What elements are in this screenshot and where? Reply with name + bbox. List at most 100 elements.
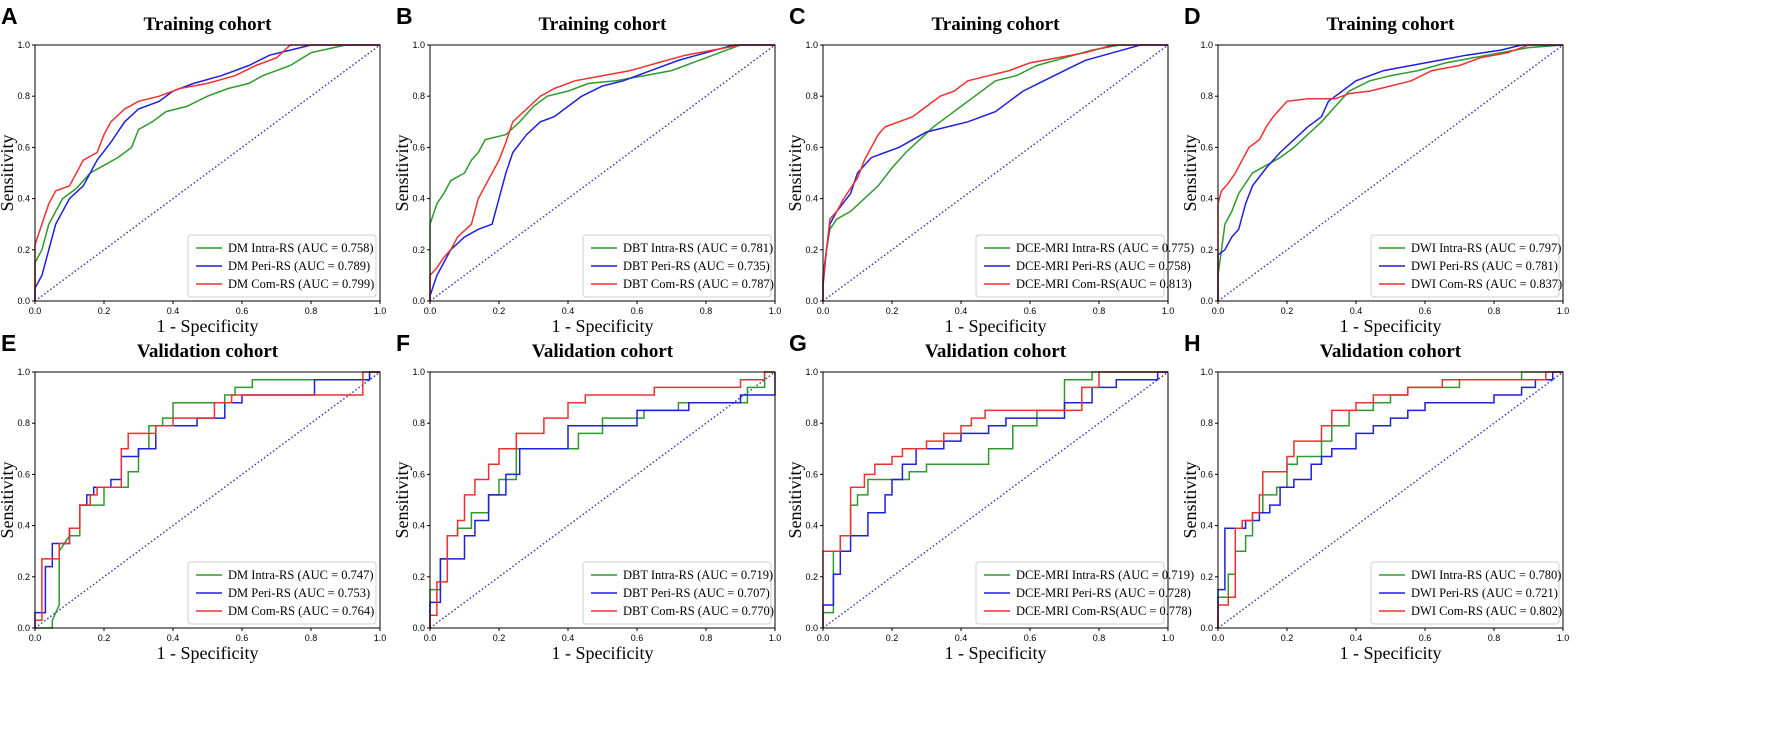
y-tick-label: 0.6 (1200, 469, 1213, 479)
y-axis-label: Sensitivity (392, 134, 412, 211)
panel-letter: E (1, 330, 16, 356)
y-axis-label: Sensitivity (1180, 134, 1200, 211)
x-tick-label: 0.6 (1024, 633, 1037, 643)
legend-entry-label: DM Peri-RS (AUC = 0.753) (228, 586, 370, 600)
y-tick-label: 0.6 (805, 469, 818, 479)
plot-frame (1217, 44, 1564, 302)
x-tick-label: 1.0 (1557, 633, 1570, 643)
legend-entry-label: DCE-MRI Intra-RS (AUC = 0.775) (1016, 241, 1194, 255)
y-tick-label: 0.4 (1200, 194, 1213, 204)
y-axis-label: Sensitivity (392, 461, 412, 538)
legend-box (975, 561, 1165, 625)
y-tick-label: 0.2 (17, 572, 30, 582)
roc-panel-b: B Training cohort 0.00.0 0.2 0.2 0.4 0.4 0.6 0.6… (392, 3, 781, 336)
legend: DM Intra-RS (AUC = 0.747) DM Peri-RS (AUC… (187, 561, 377, 625)
x-tick-label: 0.0 (29, 633, 42, 643)
legend-box (1370, 561, 1560, 625)
plot-frame (34, 371, 381, 629)
x-tick-label: 1.0 (769, 633, 782, 643)
legend-entry-label: DBT Peri-RS (AUC = 0.735) (623, 259, 770, 273)
y-tick-label: 0.0 (412, 296, 425, 306)
panel-title: Training cohort (539, 14, 668, 35)
legend-entry-label: DBT Intra-RS (AUC = 0.719) (623, 568, 773, 582)
x-axis-label: 1 - Specificity (1340, 643, 1442, 663)
x-tick-label: 1.0 (374, 633, 387, 643)
y-tick-label: 1.0 (412, 40, 425, 50)
x-tick-label: 0.8 (1488, 306, 1501, 316)
x-tick-label: 0.4 (562, 306, 575, 316)
y-tick-label: 0.4 (412, 521, 425, 531)
panel-letter: A (1, 3, 18, 29)
roc-curve-green (822, 44, 1168, 301)
y-axis-label: Sensitivity (785, 461, 805, 538)
y-tick-label: 0.6 (412, 469, 425, 479)
panel-letter: G (789, 330, 807, 356)
roc-curve-red (34, 371, 380, 628)
chance-diagonal-line (34, 44, 381, 302)
y-tick-label: 1.0 (805, 367, 818, 377)
chance-diagonal-line (34, 371, 381, 629)
plot-frame (429, 44, 776, 302)
y-tick-label: 0.0 (1200, 296, 1213, 306)
plot-frame (822, 371, 1169, 629)
x-tick-label: 0.6 (631, 633, 644, 643)
legend-entry-label: DCE-MRI Intra-RS (AUC = 0.719) (1016, 568, 1194, 582)
y-tick-label: 0.8 (412, 91, 425, 101)
panel-title: Validation cohort (925, 341, 1067, 362)
legend-entry-label: DWI Intra-RS (AUC = 0.780) (1411, 568, 1561, 582)
panel-letter: H (1184, 330, 1201, 356)
x-tick-label: 0.8 (700, 306, 713, 316)
legend-box (1370, 234, 1560, 298)
y-tick-label: 0.8 (805, 91, 818, 101)
y-tick-label: 0.4 (17, 521, 30, 531)
x-tick-label: 0.8 (305, 633, 318, 643)
x-tick-label: 0.2 (886, 633, 899, 643)
x-tick-label: 0.8 (1488, 633, 1501, 643)
x-tick-label: 0.2 (98, 306, 111, 316)
x-tick-label: 0.2 (98, 633, 111, 643)
y-tick-label: 0.4 (805, 521, 818, 531)
y-tick-label: 0.2 (1200, 572, 1213, 582)
roc-curve-blue (1217, 44, 1563, 301)
panel-letter: D (1184, 3, 1201, 29)
legend: DM Intra-RS (AUC = 0.758) DM Peri-RS (AUC… (187, 234, 377, 298)
roc-panel-f: F Validation cohort 0.00.0 0.2 0.2 0.4 0.4 0.6 0… (392, 330, 781, 663)
roc-curve-red (429, 44, 775, 301)
chance-diagonal-line (822, 371, 1169, 629)
legend-entry-label: DWI Peri-RS (AUC = 0.721) (1411, 586, 1558, 600)
x-tick-label: 0.0 (424, 633, 437, 643)
legend-box (582, 561, 772, 625)
roc-curve-red (1217, 44, 1563, 301)
legend: DWI Intra-RS (AUC = 0.797) DWI Peri-RS (A… (1370, 234, 1562, 298)
y-tick-label: 1.0 (805, 40, 818, 50)
roc-panel-c: C Training cohort 0.00.0 0.2 0.2 0.4 0.4 0.6 0.6… (785, 3, 1194, 336)
x-tick-label: 0.0 (29, 306, 42, 316)
y-tick-label: 0.2 (412, 245, 425, 255)
panel-letter: B (396, 3, 413, 29)
chance-diagonal-line (429, 44, 776, 302)
y-tick-label: 0.0 (1200, 623, 1213, 633)
y-tick-label: 0.2 (412, 572, 425, 582)
legend-entry-label: DM Peri-RS (AUC = 0.789) (228, 259, 370, 273)
roc-curve-red (822, 44, 1168, 301)
x-tick-label: 0.4 (562, 633, 575, 643)
roc-panel-d: D Training cohort 0.00.0 0.2 0.2 0.4 0.4 0.6 0.6… (1180, 3, 1569, 336)
chance-diagonal-line (1217, 371, 1564, 629)
y-tick-label: 0.8 (17, 91, 30, 101)
panel-title: Training cohort (1327, 14, 1456, 35)
x-tick-label: 1.0 (1162, 633, 1175, 643)
roc-panel-h: H Validation cohort 0.00.0 0.2 0.2 0.4 0.4 0.6 0… (1180, 330, 1569, 663)
x-tick-label: 0.0 (817, 306, 830, 316)
legend-entry-label: DBT Com-RS (AUC = 0.770) (623, 604, 774, 618)
roc-curve-red (822, 371, 1168, 628)
y-tick-label: 0.4 (412, 194, 425, 204)
legend-entry-label: DCE-MRI Peri-RS (AUC = 0.728) (1016, 586, 1191, 600)
x-tick-label: 0.0 (1212, 306, 1225, 316)
panel-title: Validation cohort (532, 341, 674, 362)
y-tick-label: 0.8 (1200, 91, 1213, 101)
roc-panel-g: G Validation cohort 0.00.0 0.2 0.2 0.4 0.4 0.6 0… (785, 330, 1194, 663)
chance-diagonal-line (429, 371, 776, 629)
y-tick-label: 0.6 (17, 469, 30, 479)
legend-entry-label: DM Intra-RS (AUC = 0.747) (228, 568, 374, 582)
